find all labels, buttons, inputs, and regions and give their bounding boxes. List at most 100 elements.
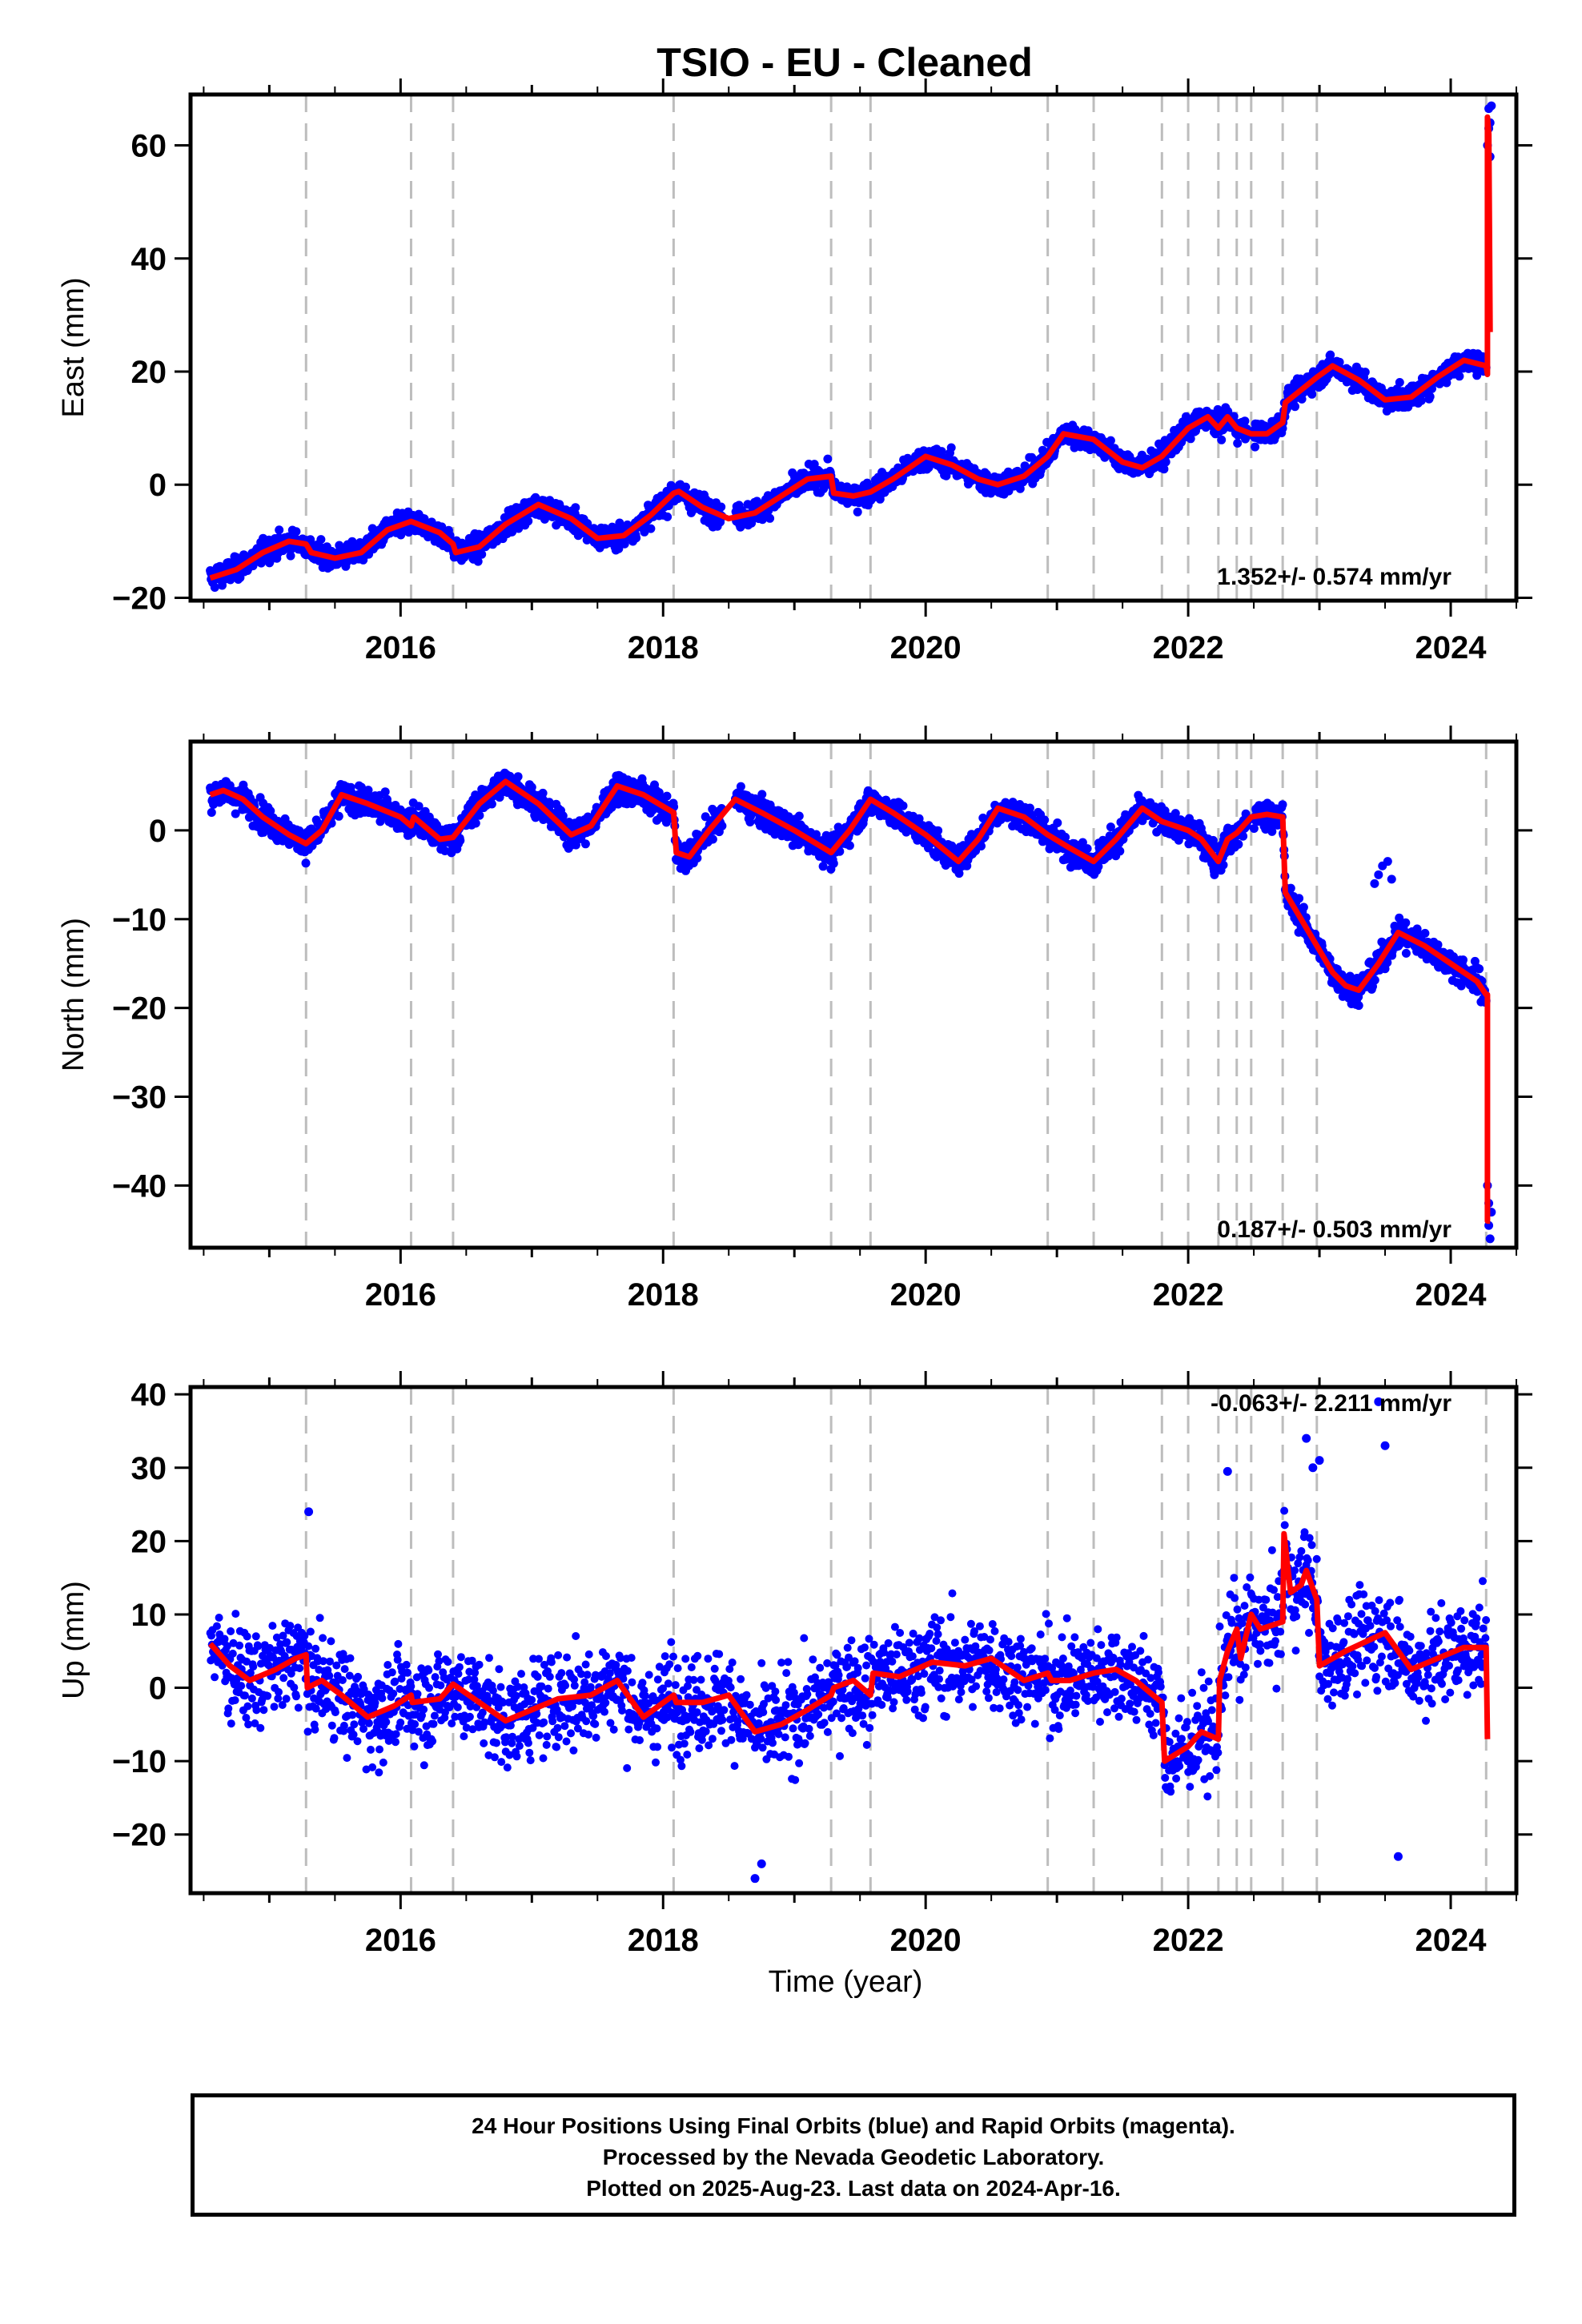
data-point bbox=[1455, 372, 1464, 381]
data-point bbox=[708, 834, 717, 844]
y-tick-label: 60 bbox=[131, 129, 167, 164]
chart-title: TSIO - EU - Cleaned bbox=[656, 40, 1033, 85]
data-point bbox=[408, 828, 416, 838]
data-point bbox=[812, 830, 821, 839]
data-point bbox=[794, 811, 804, 821]
data-point bbox=[1078, 838, 1087, 847]
data-point bbox=[275, 525, 284, 535]
data-point bbox=[580, 839, 590, 849]
y-axis-label: East (mm) bbox=[57, 277, 90, 417]
data-point bbox=[291, 527, 301, 537]
data-point bbox=[1240, 416, 1250, 426]
data-point bbox=[363, 786, 373, 795]
data-point bbox=[210, 583, 219, 592]
plot-area bbox=[206, 742, 1496, 1248]
data-point bbox=[456, 836, 465, 846]
data-point bbox=[765, 513, 775, 523]
data-point bbox=[705, 497, 714, 507]
data-point bbox=[1360, 368, 1370, 377]
data-point bbox=[614, 544, 624, 553]
data-point bbox=[475, 810, 484, 820]
data-point bbox=[513, 772, 523, 782]
data-point bbox=[538, 788, 548, 798]
data-point bbox=[934, 826, 943, 835]
data-point bbox=[1425, 392, 1435, 401]
data-point bbox=[487, 799, 496, 809]
x-tick-label: 2022 bbox=[1153, 630, 1224, 665]
data-point bbox=[632, 533, 641, 543]
data-point bbox=[898, 801, 908, 810]
data-point bbox=[316, 535, 326, 545]
data-point bbox=[1487, 101, 1496, 111]
data-point bbox=[823, 454, 833, 464]
y-tick-label: 0 bbox=[149, 468, 167, 503]
rate-label: 1.352+/- 0.574 mm/yr bbox=[1217, 564, 1452, 590]
data-point bbox=[207, 808, 216, 817]
data-point bbox=[1416, 396, 1426, 405]
data-point bbox=[334, 811, 343, 821]
data-point bbox=[845, 841, 854, 850]
x-tick-label: 2018 bbox=[628, 630, 699, 665]
data-point bbox=[286, 551, 295, 561]
data-point bbox=[717, 821, 727, 830]
data-point bbox=[818, 862, 828, 871]
data-point bbox=[571, 503, 580, 513]
y-tick-label: 20 bbox=[131, 355, 167, 390]
data-point bbox=[1106, 822, 1115, 832]
data-point bbox=[306, 535, 315, 545]
data-point bbox=[662, 791, 672, 801]
data-point bbox=[471, 818, 480, 828]
x-tick-label: 2020 bbox=[890, 630, 962, 665]
data-point bbox=[414, 802, 424, 811]
y-tick-label: 40 bbox=[131, 242, 167, 277]
data-point bbox=[583, 519, 592, 529]
data-point bbox=[1251, 442, 1260, 452]
data-point bbox=[1015, 484, 1025, 493]
data-point bbox=[646, 524, 656, 533]
data-point bbox=[693, 854, 702, 862]
data-point bbox=[1082, 844, 1092, 854]
data-point bbox=[1307, 389, 1317, 399]
data-point bbox=[380, 787, 390, 797]
x-tick-label: 2016 bbox=[365, 630, 436, 665]
data-point bbox=[1186, 434, 1195, 444]
data-point bbox=[1053, 818, 1062, 827]
data-points bbox=[206, 768, 1496, 1244]
data-point bbox=[301, 858, 311, 868]
data-point bbox=[717, 502, 726, 512]
data-point bbox=[1159, 464, 1169, 474]
data-point bbox=[1094, 862, 1103, 871]
data-point bbox=[558, 811, 568, 821]
data-point bbox=[477, 549, 487, 559]
data-point bbox=[383, 799, 393, 809]
data-point bbox=[736, 782, 745, 791]
data-point bbox=[946, 443, 956, 452]
panel-frame bbox=[188, 92, 1519, 603]
data-point bbox=[977, 842, 986, 850]
data-point bbox=[757, 790, 767, 799]
data-point bbox=[1395, 378, 1404, 387]
data-point bbox=[954, 869, 964, 879]
plot-area bbox=[206, 94, 1496, 601]
data-point bbox=[663, 512, 673, 521]
data-point bbox=[1040, 815, 1050, 825]
data-point bbox=[396, 529, 406, 538]
data-point bbox=[231, 809, 240, 818]
data-point bbox=[853, 507, 862, 517]
data-point bbox=[1217, 435, 1227, 444]
data-point bbox=[473, 557, 483, 566]
data-point bbox=[1061, 832, 1070, 842]
data-point bbox=[524, 517, 533, 526]
data-point bbox=[681, 482, 690, 492]
data-point bbox=[1233, 439, 1243, 448]
data-point bbox=[1335, 357, 1344, 367]
model-line bbox=[209, 114, 1493, 581]
y-tick-label: −20 bbox=[112, 581, 167, 616]
data-point bbox=[1442, 378, 1452, 388]
data-point bbox=[508, 527, 517, 537]
data-point bbox=[1161, 457, 1170, 467]
data-point bbox=[829, 858, 838, 868]
